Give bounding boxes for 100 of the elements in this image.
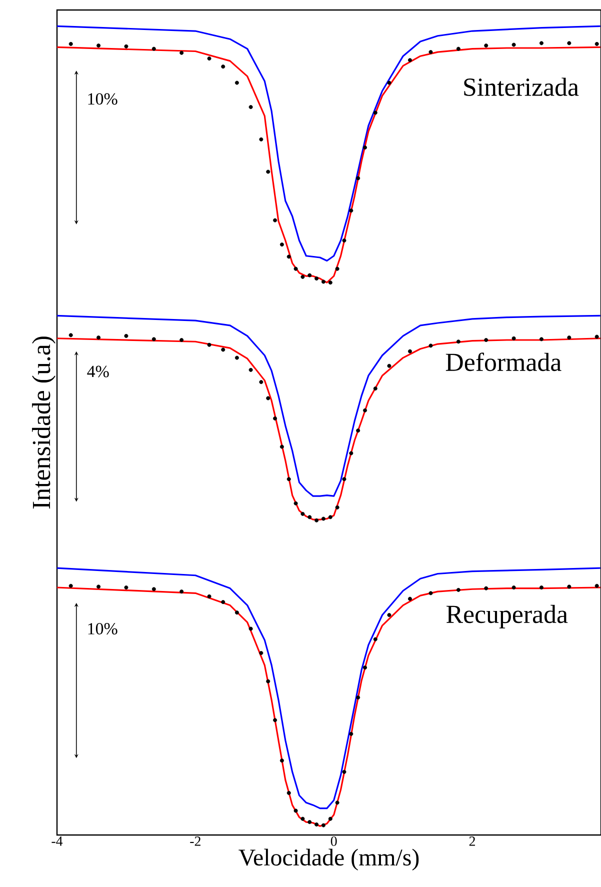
point (300, 816, 305, 821)
annotation: 10% (88, 93, 118, 105)
point (349, 732, 354, 736)
point (428, 50, 433, 54)
point (456, 588, 460, 592)
point (342, 477, 346, 482)
point (234, 356, 239, 360)
point (266, 396, 270, 400)
annotation: Deformada (446, 352, 562, 372)
x-tick-label: -2 (190, 836, 200, 846)
point (266, 170, 270, 174)
point (259, 380, 264, 384)
point (387, 364, 392, 368)
point (328, 515, 332, 520)
point (248, 626, 253, 631)
point (207, 594, 212, 598)
point (273, 718, 278, 722)
point (180, 338, 184, 342)
point (294, 808, 298, 813)
point (567, 41, 572, 46)
point (539, 41, 544, 46)
point (273, 218, 278, 222)
point (152, 46, 156, 51)
point (373, 110, 378, 115)
point (96, 584, 101, 589)
point (362, 408, 367, 412)
point (124, 44, 128, 48)
x-tick-label: 0 (330, 836, 337, 846)
point (484, 338, 488, 342)
point (512, 336, 516, 340)
point (294, 501, 298, 506)
point (594, 334, 599, 339)
point (362, 666, 367, 670)
point (321, 516, 326, 521)
annotation: 10% (88, 623, 118, 634)
point (221, 64, 226, 69)
point (280, 444, 284, 449)
point (300, 274, 305, 279)
point (266, 679, 270, 684)
point (456, 46, 460, 51)
point (356, 176, 360, 180)
point (180, 50, 184, 55)
point (180, 590, 184, 594)
point (221, 348, 226, 352)
point (234, 610, 239, 615)
point (356, 428, 360, 433)
point (259, 137, 264, 142)
point (314, 822, 319, 826)
point (512, 42, 516, 47)
point (259, 651, 264, 656)
point (321, 823, 326, 828)
point (484, 44, 488, 48)
point (373, 637, 378, 642)
point (512, 585, 516, 590)
point (567, 336, 572, 340)
point (539, 337, 544, 342)
x-tick-label: -4 (52, 836, 63, 846)
point (387, 80, 392, 85)
point (286, 790, 291, 795)
point (567, 584, 572, 589)
point (273, 416, 278, 420)
point (286, 477, 291, 482)
point (594, 584, 599, 588)
point (328, 816, 332, 821)
point (428, 591, 433, 596)
point (314, 518, 319, 522)
point (68, 42, 73, 46)
point (207, 342, 212, 347)
annotation: 4% (87, 366, 109, 378)
point (248, 368, 253, 372)
point (314, 276, 319, 281)
point (300, 512, 305, 516)
point (335, 800, 340, 805)
point (308, 820, 312, 824)
annotation: Recuperada (446, 604, 568, 628)
point (335, 266, 340, 271)
point (408, 58, 412, 62)
point (428, 344, 433, 348)
point (96, 44, 101, 48)
point (221, 600, 226, 604)
point (594, 42, 599, 46)
point (96, 336, 101, 340)
point (328, 280, 332, 285)
point (335, 505, 340, 510)
point (308, 273, 312, 278)
annotation: Sinterizada (464, 78, 579, 96)
point (342, 238, 346, 243)
y-axis-title: Intensidade (u.a) (32, 336, 56, 509)
point (349, 208, 354, 213)
point (124, 585, 128, 590)
point (68, 333, 73, 338)
point (124, 334, 128, 338)
point (321, 280, 326, 284)
point (349, 451, 354, 456)
point (152, 587, 156, 592)
x-tick-label: 2 (469, 836, 475, 846)
x-axis-title: Velocidade (mm/s) (238, 848, 419, 870)
point (408, 349, 412, 354)
point (234, 80, 239, 85)
point (456, 340, 460, 344)
